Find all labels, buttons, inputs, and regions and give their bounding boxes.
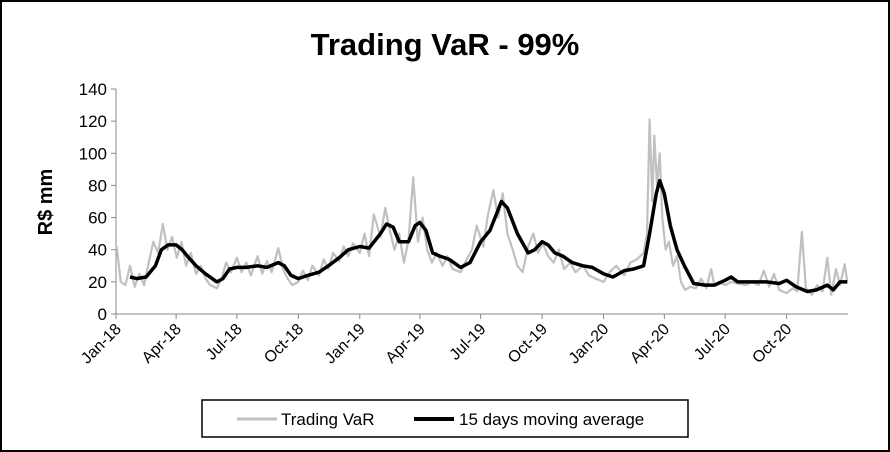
y-tick-label: 0 (98, 305, 107, 324)
moving-average-line (129, 178, 848, 294)
legend-label-moving-average: 15 days moving average (459, 410, 644, 429)
x-tick-label: Oct-19 (505, 321, 551, 367)
legend: Trading VaR 15 days moving average (201, 399, 689, 438)
x-tick-label: Jan-20 (566, 321, 613, 368)
x-tick-label: Apr-20 (627, 321, 673, 367)
trading-var-line (115, 118, 849, 296)
x-tick-label: Jan-19 (322, 321, 369, 368)
y-tick-label: 60 (88, 209, 107, 228)
x-tick-label: Oct-20 (749, 321, 795, 367)
x-tick-label: Jul-18 (203, 321, 246, 364)
x-tick-label: Jan-18 (78, 321, 125, 368)
y-tick-label: 80 (88, 176, 107, 195)
x-tick-label: Apr-19 (383, 321, 429, 367)
y-axis-label: R$ mm (35, 169, 57, 236)
x-tick-label: Apr-18 (139, 321, 185, 367)
y-tick-label: 20 (88, 273, 107, 292)
y-tick-label: 140 (79, 80, 107, 99)
chart-title: Trading VaR - 99% (311, 27, 580, 62)
x-tick-label: Oct-18 (261, 321, 307, 367)
legend-label-trading-var: Trading VaR (281, 410, 375, 429)
y-tick-label: 120 (79, 112, 107, 131)
y-tick-label: 100 (79, 144, 107, 163)
x-tick-label: Jul-20 (691, 321, 734, 364)
x-tick-label: Jul-19 (447, 321, 490, 364)
y-tick-label: 40 (88, 241, 107, 260)
